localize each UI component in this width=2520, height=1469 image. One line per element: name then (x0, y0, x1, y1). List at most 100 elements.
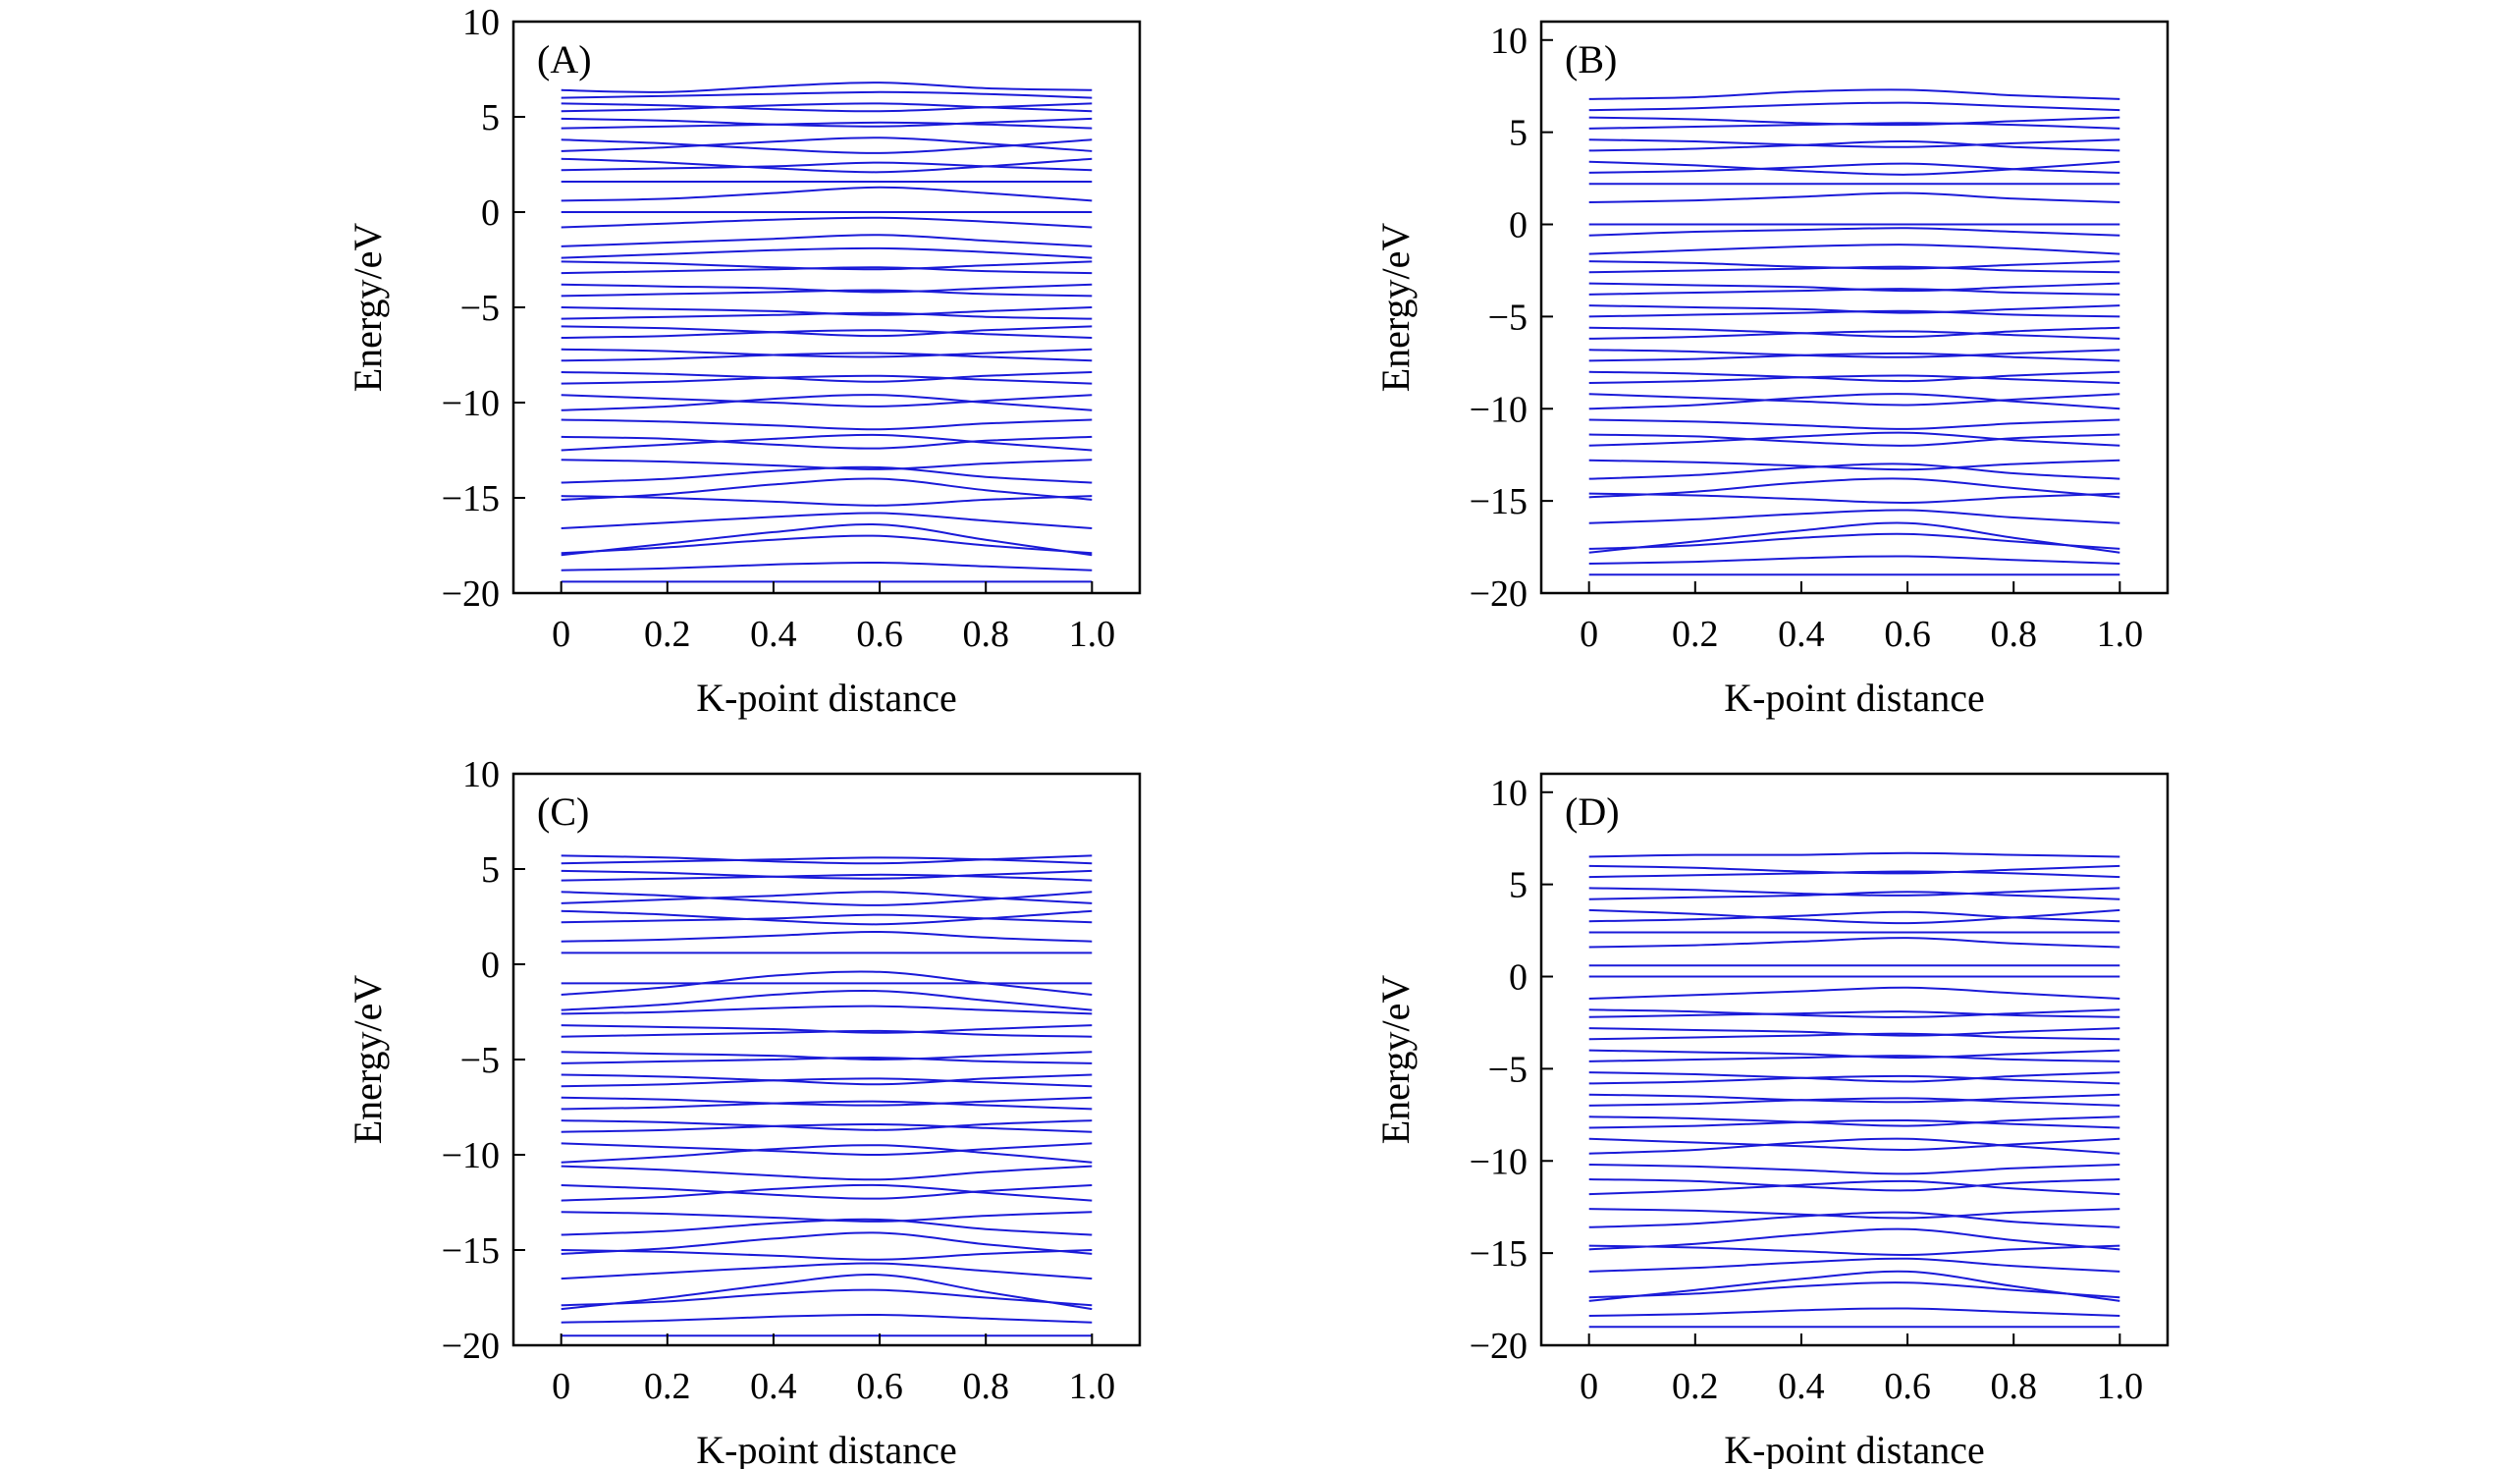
band-line-c-33 (561, 891, 1093, 906)
band-line-a-32 (561, 161, 1093, 172)
y-axis-title-d: Energy/eV (1373, 975, 1418, 1145)
x-tick-label-a-4: 0.8 (962, 614, 1009, 655)
plot-frame-d (1539, 772, 2170, 1347)
y-tick-label-a-4: 0 (481, 192, 500, 234)
band-line-c-6 (561, 1249, 1093, 1261)
band-line-c-35 (561, 869, 1093, 880)
x-tick-label-d-3: 0.6 (1884, 1366, 1931, 1407)
band-line-a-39 (561, 102, 1093, 113)
x-tick-label-c-4: 0.8 (962, 1366, 1009, 1407)
panel-b: 0 0.2 0.4 0.6 0.8 1.0 −20 −15 −10 −5 0 5 10 K-point d… (1373, 20, 2170, 720)
x-tick-label-d-5: 1.0 (2097, 1366, 2144, 1407)
band-line-a-5 (561, 477, 1093, 501)
band-line-c-14 (561, 1122, 1093, 1133)
band-line-c-8 (561, 1211, 1093, 1223)
band-line-c-1 (561, 1313, 1093, 1324)
y-tick-label-a-1: −15 (442, 478, 500, 519)
band-line-d-2 (1588, 1270, 2120, 1302)
band-line-a-11 (561, 418, 1093, 431)
y-tick-label-a-3: −5 (460, 288, 500, 329)
x-tick-label-b-4: 0.8 (1990, 614, 2037, 655)
x-tick-label-c-2: 0.4 (750, 1366, 797, 1407)
band-line-c-7 (561, 1218, 1093, 1236)
x-axis-title-d: K-point distance (1724, 1428, 1985, 1469)
y-tick-label-c-6: 10 (462, 754, 500, 795)
band-line-d-26 (1588, 986, 2120, 1000)
band-line-c-13 (561, 1142, 1093, 1157)
y-tick-label-d-1: −15 (1470, 1233, 1528, 1275)
band-line-b-3 (1588, 532, 2120, 550)
y-tick-label-d-6: 10 (1490, 773, 1528, 814)
y-tick-label-c-1: −15 (442, 1230, 500, 1272)
band-line-a-3 (561, 534, 1093, 555)
band-line-c-29 (561, 930, 1093, 943)
y-axis-title-c: Energy/eV (346, 975, 390, 1145)
band-line-c-9 (561, 1183, 1093, 1202)
band-line-b-14 (1588, 374, 2120, 384)
band-line-a-21 (561, 306, 1093, 316)
panel-label-b: (B) (1565, 37, 1617, 82)
band-line-b-38 (1588, 88, 2120, 100)
band-line-b-17 (1588, 349, 2120, 358)
band-line-c-34 (561, 873, 1093, 882)
y-tick-label-d-4: 0 (1509, 957, 1528, 999)
band-line-a-2 (561, 523, 1093, 557)
x-tick-label-b-2: 0.4 (1778, 614, 1825, 655)
band-line-c-21 (561, 1051, 1093, 1061)
band-line-c-5 (561, 1231, 1093, 1255)
x-tick-label-d-0: 0 (1580, 1366, 1598, 1407)
panel-c: 0 0.2 0.4 0.6 0.8 1.0 −20 −15 −10 −5 0 5 10 K-point d… (346, 754, 1142, 1469)
band-line-b-7 (1588, 462, 2120, 480)
band-line-a-6 (561, 495, 1093, 507)
x-tick-label-b-1: 0.2 (1672, 614, 1719, 655)
y-tick-label-b-2: −10 (1470, 389, 1528, 430)
y-tick-label-a-5: 5 (481, 97, 500, 138)
band-line-d-7 (1588, 1211, 2120, 1228)
x-tick-label-b-0: 0 (1580, 614, 1598, 655)
band-line-c-10 (561, 1184, 1093, 1200)
band-line-a-10 (561, 435, 1093, 450)
band-line-b-13 (1588, 393, 2120, 407)
y-tick-label-d-0: −20 (1470, 1326, 1528, 1367)
band-line-b-2 (1588, 521, 2120, 554)
band-line-b-9 (1588, 431, 2120, 447)
x-tick-label-a-1: 0.2 (644, 614, 691, 655)
band-line-c-18 (561, 1077, 1093, 1088)
band-line-a-17 (561, 348, 1093, 358)
y-tick-label-b-6: 10 (1490, 21, 1528, 62)
panel-label-a: (A) (537, 37, 592, 82)
band-line-d-14 (1588, 1118, 2120, 1129)
band-line-d-12 (1588, 1137, 2120, 1155)
band-line-b-33 (1588, 139, 2120, 152)
plot-frame-b (1539, 20, 2170, 595)
x-tick-label-a-0: 0 (552, 614, 570, 655)
band-line-a-18 (561, 329, 1093, 339)
band-line-b-32 (1588, 160, 2120, 176)
band-line-a-30 (561, 186, 1093, 202)
x-tick-label-c-3: 0.6 (856, 1366, 903, 1407)
band-line-a-9 (561, 433, 1093, 452)
x-tick-label-a-3: 0.6 (856, 614, 903, 655)
band-line-d-17 (1588, 1093, 2120, 1104)
band-line-c-37 (561, 854, 1093, 865)
band-line-c-19 (561, 1073, 1093, 1086)
band-line-d-3 (1588, 1281, 2120, 1299)
band-line-a-41 (561, 82, 1093, 93)
band-line-b-15 (1588, 370, 2120, 383)
band-line-d-1 (1588, 1307, 2120, 1317)
plot-frame-c (511, 772, 1142, 1347)
band-line-a-12 (561, 394, 1093, 411)
band-line-d-8 (1588, 1208, 2120, 1220)
band-line-a-16 (561, 352, 1093, 362)
band-line-d-10 (1588, 1178, 2120, 1192)
band-line-b-5 (1588, 477, 2120, 499)
band-line-a-23 (561, 283, 1093, 294)
band-line-b-25 (1588, 260, 2120, 270)
band-line-d-21 (1588, 1049, 2120, 1060)
y-tick-label-c-0: −20 (442, 1326, 500, 1367)
y-axis-title-b: Energy/eV (1373, 223, 1418, 393)
x-tick-label-c-5: 1.0 (1069, 1366, 1116, 1407)
band-line-a-26 (561, 246, 1093, 259)
y-tick-label-d-3: −5 (1488, 1049, 1528, 1090)
